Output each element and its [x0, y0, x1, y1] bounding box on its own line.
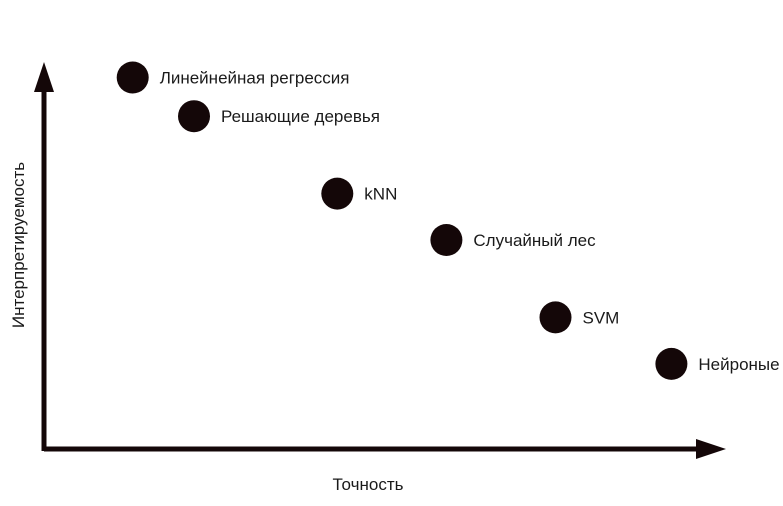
x-axis-label: Точность [333, 475, 404, 494]
data-point [655, 347, 688, 380]
data-point-label: SVM [583, 308, 620, 327]
axes [34, 62, 726, 459]
data-point [116, 61, 149, 94]
data-points: Линейнейная регрессия Решающие деревья kNN… [116, 61, 783, 380]
y-axis-arrowhead [34, 62, 54, 92]
data-point-label: Решающие деревья [221, 107, 380, 126]
data-point [430, 224, 463, 256]
data-point-label: Нейроные сети [698, 355, 783, 374]
data-point [178, 100, 210, 133]
y-axis-label: Интерпретируемость [9, 162, 28, 328]
data-point-label: Случайный лес [473, 231, 596, 250]
data-point-label: Линейнейная регрессия [160, 69, 350, 88]
data-point [539, 301, 572, 334]
x-axis-arrowhead [696, 439, 726, 459]
data-point-label: kNN [364, 185, 397, 204]
data-point [321, 177, 354, 210]
